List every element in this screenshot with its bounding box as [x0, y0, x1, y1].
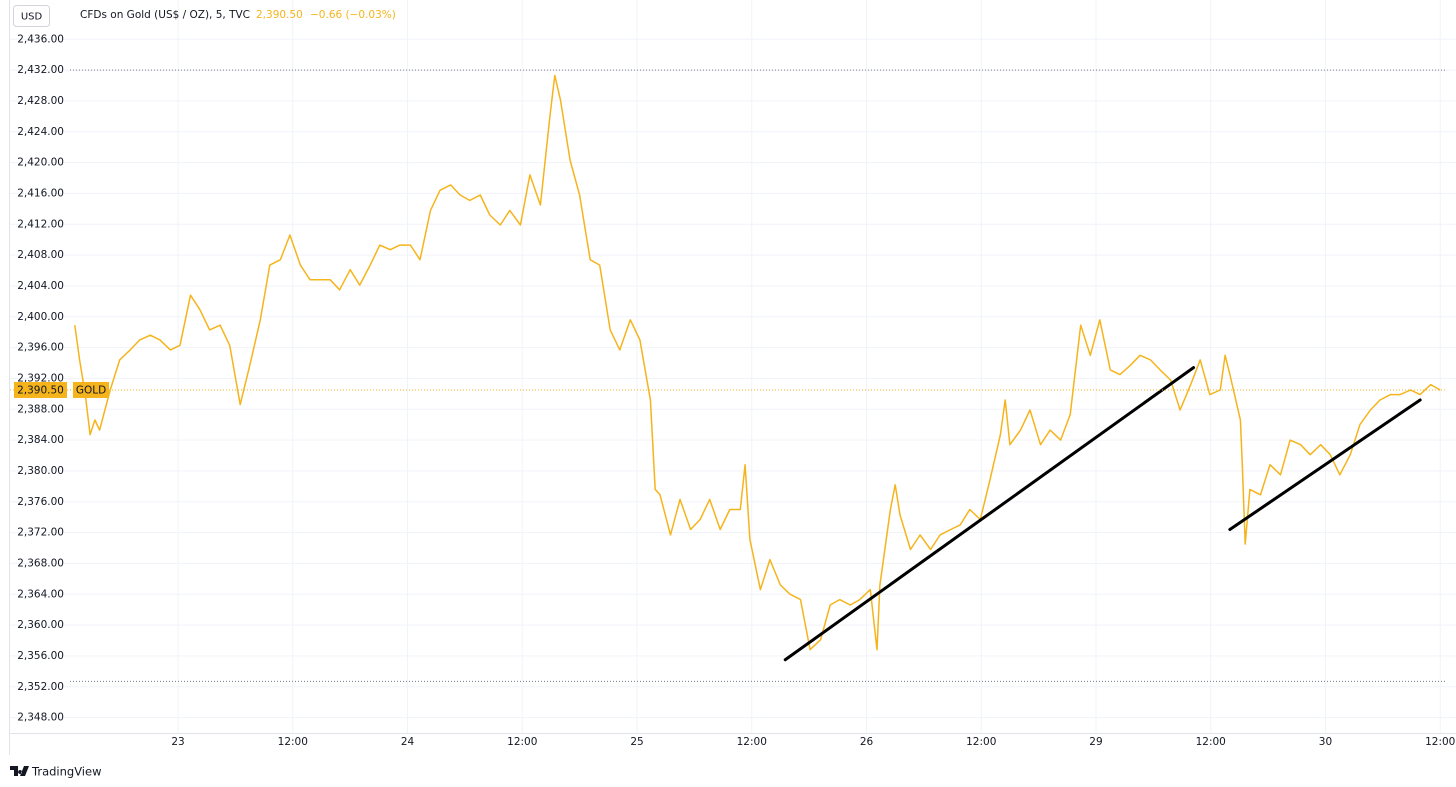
- price-line: [74, 74, 1441, 651]
- y-tick-label: 2,420.00: [17, 157, 64, 169]
- y-tick-label: 2,368.00: [17, 557, 64, 569]
- x-tick-label: 12:00: [966, 736, 996, 748]
- currency: USD: [21, 12, 43, 23]
- chart-title: CFDs on Gold (US$ / OZ), 5, TVC: [80, 9, 250, 21]
- y-tick-label: 2,384.00: [17, 434, 64, 446]
- y-tick-label: 2,396.00: [17, 342, 64, 354]
- y-tick-label: 2,404.00: [17, 280, 64, 292]
- trendline: [1228, 398, 1422, 531]
- x-tick-label: 12:00: [507, 736, 537, 748]
- y-tick-label: 2,400.00: [17, 311, 64, 323]
- y-tick-label: 2,388.00: [17, 403, 64, 415]
- y-tick-label: 2,376.00: [17, 496, 64, 508]
- x-tick-label: 12:00: [737, 736, 767, 748]
- x-tick-label: 25: [630, 736, 643, 748]
- x-tick-label: 29: [1089, 736, 1102, 748]
- grid: 2,348.00 2,352.00 2,356.00 2,360.00 2,364.00…: [10, 0, 1456, 748]
- y-tick-label: 2,392.00: [17, 372, 64, 384]
- currency-box[interactable]: [13, 5, 50, 27]
- last-price-label: 2,390.50: [17, 384, 64, 396]
- plot: 2,390.50 GOLD: [10, 69, 1447, 682]
- symbol-tag: [73, 381, 109, 398]
- y-tick-label: 2,380.00: [17, 465, 64, 477]
- x-tick-label: 12:00: [1425, 736, 1455, 748]
- y-tick-label: 2,428.00: [17, 95, 64, 107]
- brand-logo: [10, 766, 29, 776]
- brand: TradingView: [31, 765, 101, 779]
- y-tick-label: 2,432.00: [17, 64, 64, 76]
- y-tick-label: 2,352.00: [17, 681, 64, 693]
- header-price: 2,390.50: [256, 9, 303, 21]
- y-tick-label: 2,412.00: [17, 218, 64, 230]
- y-tick-label: 2,364.00: [17, 588, 64, 600]
- x-tick-label: 12:00: [278, 736, 308, 748]
- x-tick-label: 12:00: [1196, 736, 1226, 748]
- y-tick-label: 2,436.00: [17, 33, 64, 45]
- x-tick-label: 26: [860, 736, 874, 748]
- x-tick-label: 23: [171, 736, 184, 748]
- y-tick-label: 2,424.00: [17, 126, 64, 138]
- y-tick-label: 2,372.00: [17, 527, 64, 539]
- x-tick-label: 30: [1319, 736, 1332, 748]
- trendline: [783, 366, 1196, 662]
- y-tick-label: 2,408.00: [17, 249, 64, 261]
- y-tick-label: 2,348.00: [17, 712, 64, 724]
- y-tick-label: 2,360.00: [17, 619, 64, 631]
- x-tick-label: 24: [401, 736, 415, 748]
- y-tick-label: 2,356.00: [17, 650, 64, 662]
- y-tick-label: 2,416.00: [17, 187, 64, 199]
- header-change: −0.66 (−0.03%): [310, 9, 396, 21]
- symbol-label: GOLD: [76, 384, 106, 396]
- last-price-tag: [14, 381, 67, 398]
